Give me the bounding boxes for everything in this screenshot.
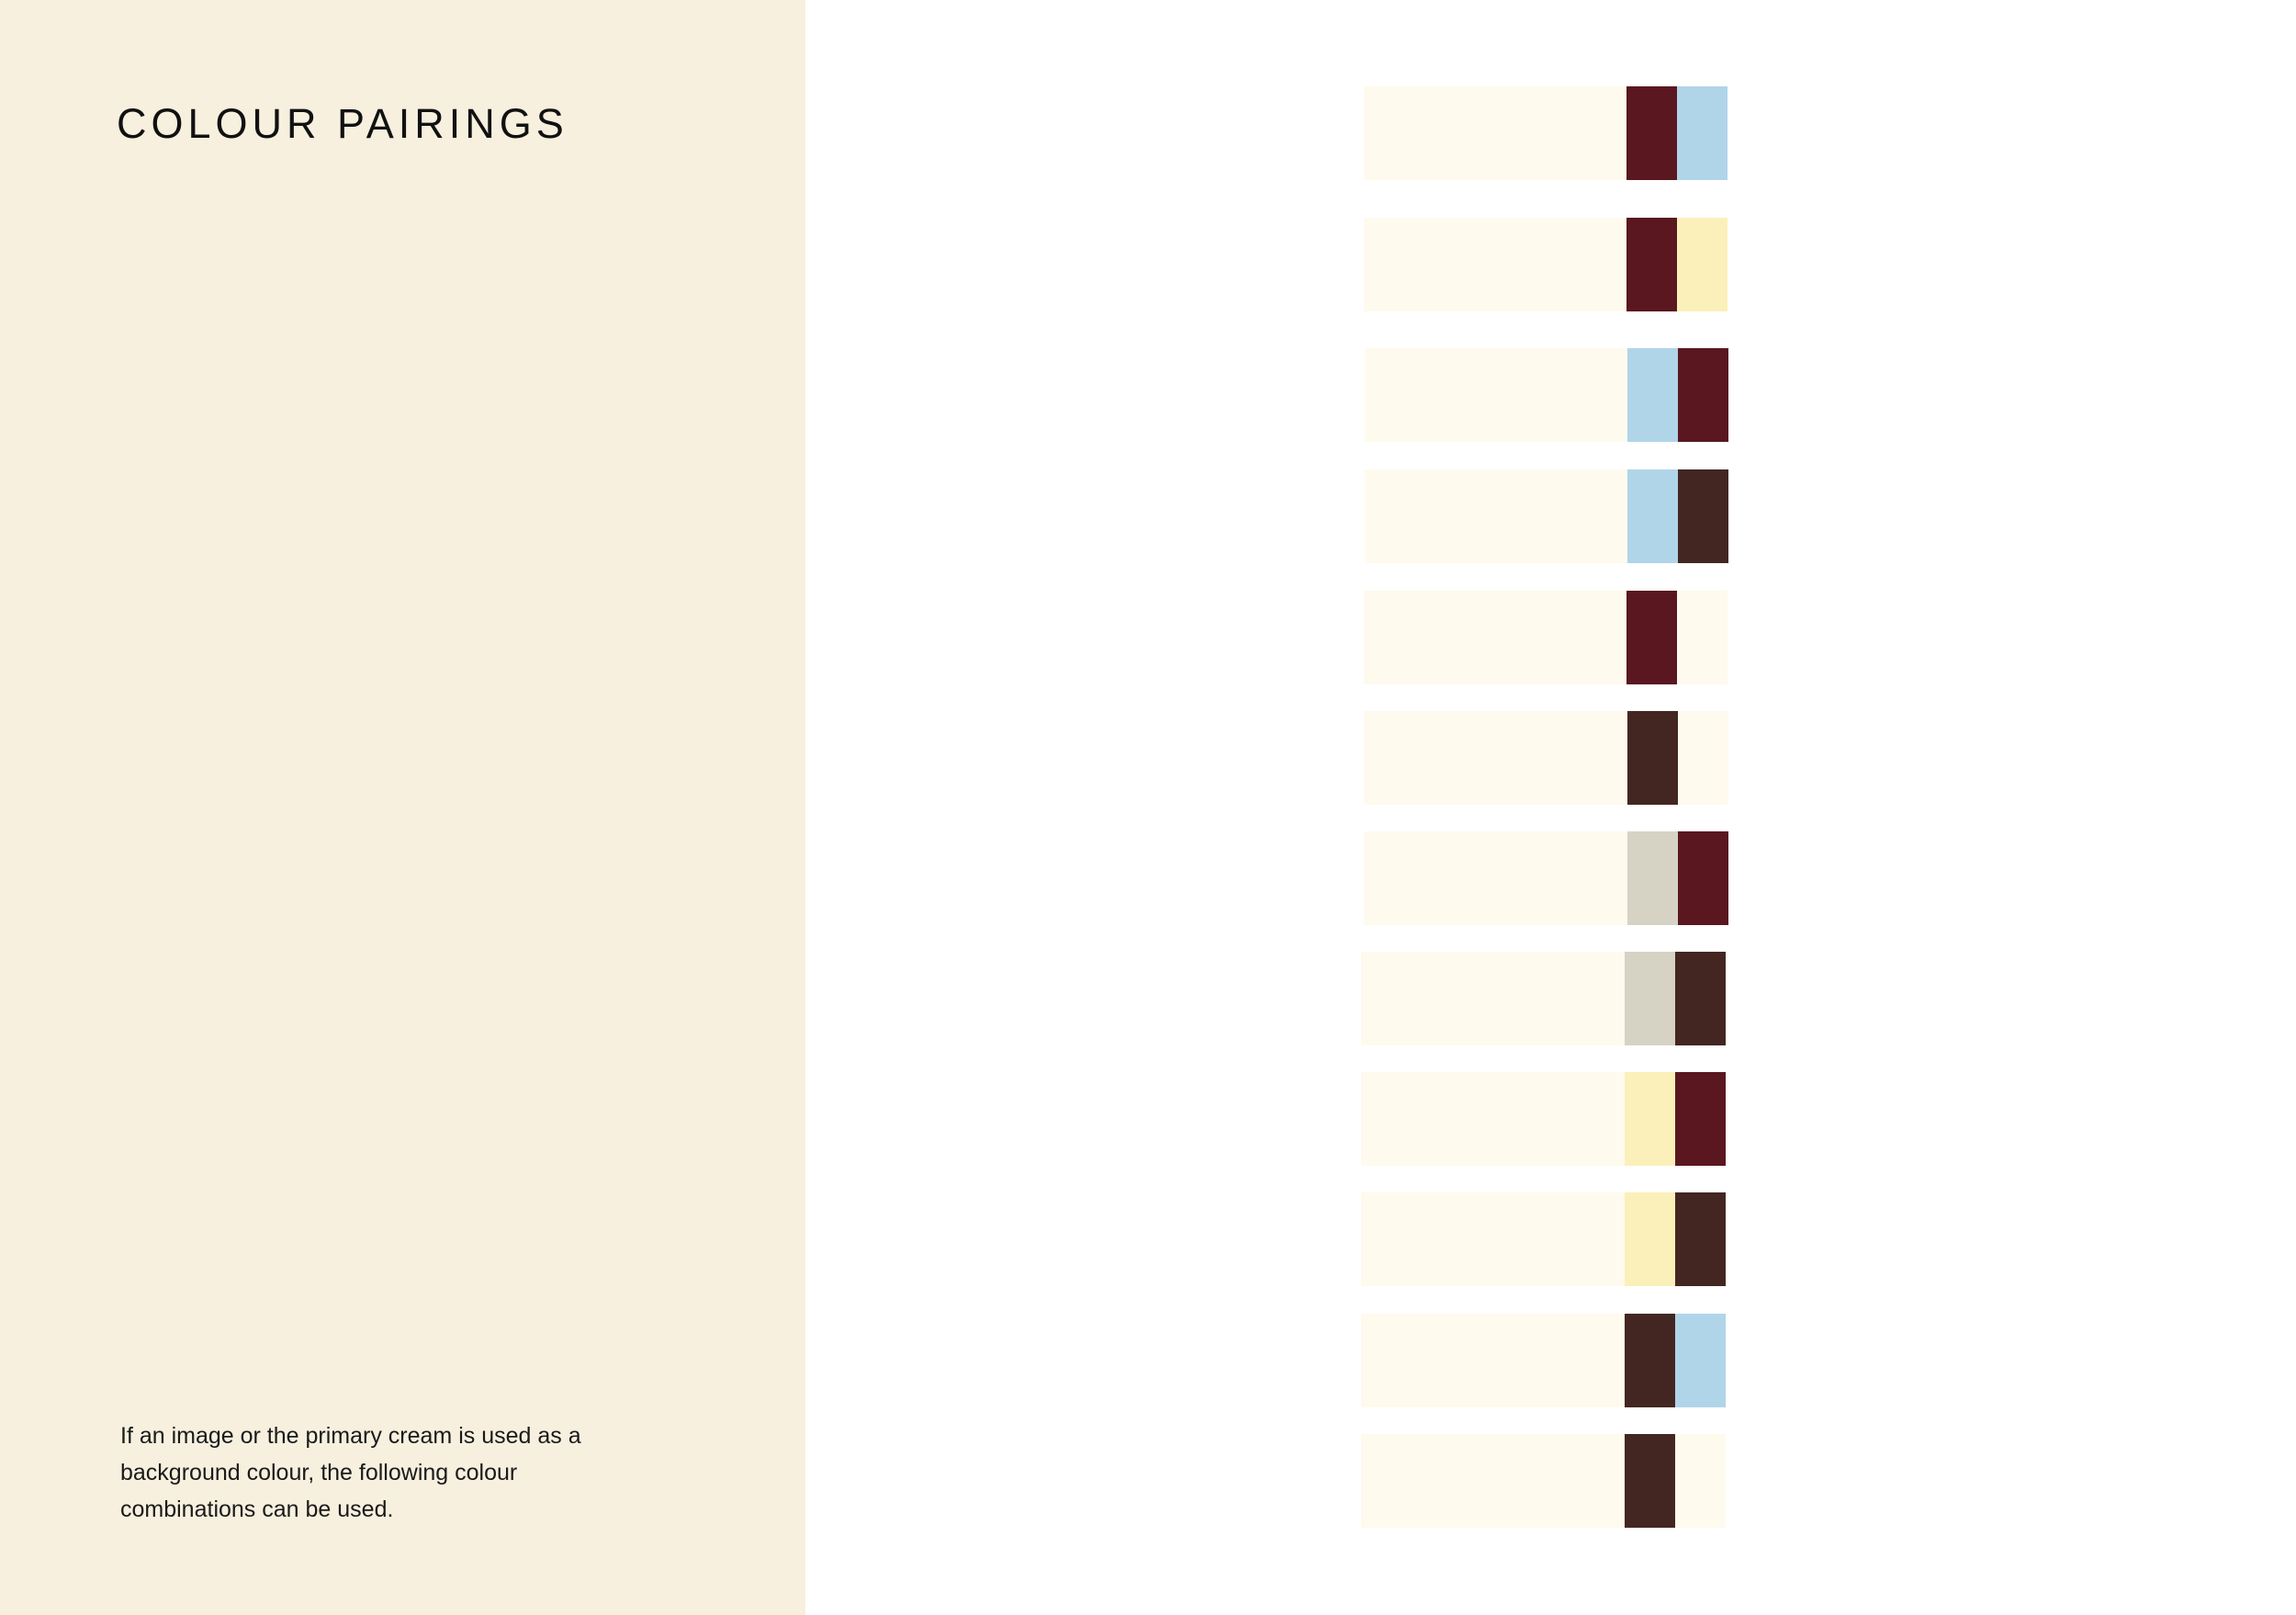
colour-swatch-warm-grey xyxy=(1625,952,1675,1045)
colour-swatch-dark-brown xyxy=(1627,711,1678,805)
colour-swatch-burgundy xyxy=(1675,1072,1726,1166)
page-title: COLOUR PAIRINGS xyxy=(117,100,568,147)
colour-swatch-dark-brown xyxy=(1625,1314,1675,1407)
colour-swatch-warm-grey xyxy=(1627,831,1678,925)
pairing-row xyxy=(1361,1434,1726,1528)
colour-swatch-light-blue xyxy=(1675,1314,1726,1407)
colour-swatch-burgundy xyxy=(1626,218,1677,311)
pairing-row xyxy=(1361,952,1726,1045)
pairing-row xyxy=(1365,469,1728,563)
colour-swatch-burgundy xyxy=(1678,831,1728,925)
colour-swatch-light-blue xyxy=(1627,348,1678,442)
pairing-row xyxy=(1364,711,1728,805)
colour-swatch-primary-cream xyxy=(1677,591,1728,684)
colour-swatch-light-blue xyxy=(1677,86,1728,180)
colour-swatch-primary-cream xyxy=(1675,1434,1726,1528)
description-line: combinations can be used. xyxy=(120,1496,394,1522)
description-text: If an image or the primary cream is used… xyxy=(120,1417,598,1528)
colour-swatch-dark-brown xyxy=(1675,952,1726,1045)
pairing-row xyxy=(1364,831,1728,925)
pairing-row xyxy=(1364,591,1728,684)
pairing-row xyxy=(1361,1192,1726,1286)
colour-swatch-burgundy xyxy=(1678,348,1728,442)
pairing-row xyxy=(1361,1314,1726,1407)
description-line: background colour, the following colour xyxy=(120,1460,518,1485)
description-line: If an image or the primary cream is used… xyxy=(120,1423,581,1449)
pairing-row xyxy=(1364,86,1728,180)
colour-swatch-dark-brown xyxy=(1625,1434,1675,1528)
colour-swatch-dark-brown xyxy=(1675,1192,1726,1286)
colour-swatch-pale-yellow xyxy=(1677,218,1728,311)
side-panel: COLOUR PAIRINGS If an image or the prima… xyxy=(0,0,805,1615)
pairing-row xyxy=(1365,348,1728,442)
colour-swatch-dark-brown xyxy=(1678,469,1728,563)
colour-swatch-light-blue xyxy=(1627,469,1678,563)
pairing-row xyxy=(1364,218,1728,311)
pairing-row xyxy=(1361,1072,1726,1166)
colour-swatch-pale-yellow xyxy=(1625,1192,1675,1286)
colour-swatch-burgundy xyxy=(1626,591,1677,684)
colour-swatch-pale-yellow xyxy=(1625,1072,1675,1166)
colour-swatch-burgundy xyxy=(1626,86,1677,180)
colour-swatch-primary-cream xyxy=(1678,711,1728,805)
